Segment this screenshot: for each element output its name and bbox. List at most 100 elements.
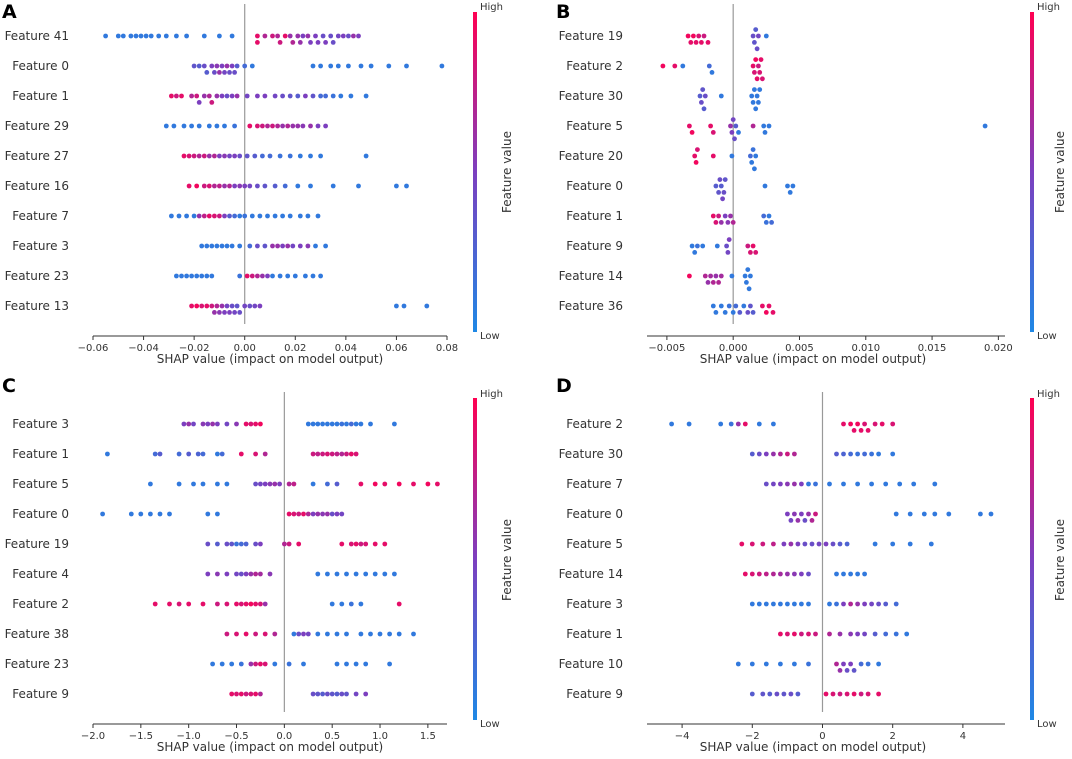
panel-d-point (749, 661, 755, 667)
panel-d-point (813, 481, 818, 487)
panel-b-point (750, 100, 756, 105)
panel-a-point (272, 213, 278, 219)
panel-a-point (297, 213, 303, 219)
panel-c-point (215, 421, 220, 427)
panel-c-point (301, 631, 306, 637)
panel-c-point (215, 601, 220, 607)
panel-c-point (315, 631, 321, 637)
panel-d-point (813, 631, 818, 637)
panel-d-colorbar: High Low Feature value (1030, 389, 1067, 730)
panel-b-x-tick-label: 0.015 (918, 343, 947, 354)
panel-d-point (827, 631, 832, 637)
panel-c-point (272, 481, 278, 487)
panel-d-plot: −4 −2 0 2 4 Feature 2 Feature 30 Feature 7 Featu… (559, 392, 1005, 742)
panel-b-point (660, 63, 666, 69)
panel-c-point (148, 481, 153, 487)
panel-c-point (243, 541, 249, 547)
panel-b-point (750, 33, 756, 39)
panel-b-point (724, 243, 729, 249)
panel-c-point (411, 631, 416, 637)
panel-c-point (248, 571, 254, 577)
panel-c-point (301, 661, 306, 667)
panel-d-x-axis-title: SHAP value (impact on model output) (700, 740, 927, 754)
panel-a-point (313, 33, 318, 39)
panel-a-point (199, 273, 205, 279)
panel-a-point (363, 93, 369, 99)
panel-a-point (330, 93, 336, 99)
panel-d-point (799, 511, 804, 517)
panel-c-point (243, 571, 249, 577)
panel-b-feature-label: Feature 36 (559, 299, 623, 313)
panel-a-point (320, 33, 326, 39)
panel-c-point (253, 571, 258, 577)
panel-a-point (222, 183, 227, 189)
panel-d-point (788, 691, 794, 697)
panel-b-point (716, 213, 721, 219)
panel-c-point (353, 451, 359, 457)
panel-d-point (869, 451, 874, 457)
panel-a-point (201, 153, 207, 159)
panel-d-point (841, 451, 846, 457)
panel-c-point (224, 481, 230, 487)
panel-d-feature-label: Feature 14 (559, 567, 623, 581)
panel-d-point (771, 421, 776, 427)
panel-d-point (823, 691, 829, 697)
panel-b-point (729, 153, 735, 159)
panel-d-point (778, 661, 783, 667)
panel-d-point (855, 481, 860, 487)
panel-d-point (827, 601, 832, 607)
panel-d-point (862, 601, 867, 607)
panel-a-point (214, 123, 220, 129)
panel-b-point (756, 100, 761, 105)
panel-c-point (382, 541, 388, 547)
panel-c-point (291, 511, 297, 517)
panel-b-point (706, 63, 712, 69)
panel-d-point (792, 601, 797, 607)
panel-c-point (320, 691, 325, 697)
panel-a-point (224, 93, 230, 99)
panel-c-point (253, 541, 258, 547)
panel-a-point (305, 243, 311, 249)
panel-b-point (750, 243, 756, 249)
panel-c-colorbar-gradient (473, 398, 477, 720)
panel-a-point (217, 183, 222, 189)
panel-a-point (305, 33, 311, 39)
panel-a-point (295, 33, 301, 39)
panel-d-feature-label: Feature 30 (559, 447, 623, 461)
panel-a-x-tick-label: 0.00 (234, 343, 256, 354)
panel-c-point (334, 631, 340, 637)
panel-d-point (890, 451, 896, 457)
panel-a-point (222, 123, 227, 129)
panel-a-point (209, 100, 215, 105)
panel-d-point (862, 451, 867, 457)
panel-d-point (865, 428, 871, 433)
panel-d-point (837, 631, 843, 637)
panel-d-point (841, 661, 846, 667)
panel-a-point (196, 213, 202, 219)
panel-b-colorbar: High Low Feature value (1030, 2, 1067, 342)
panel-d-point (756, 601, 762, 607)
panel-d-point (834, 661, 839, 667)
panel-c-point (348, 601, 354, 607)
panel-c-point (258, 541, 263, 547)
panel-c-point (377, 631, 383, 637)
panel-a-point (222, 310, 227, 315)
panel-c-feature-label: Feature 5 (12, 477, 69, 491)
panel-a-point (163, 33, 169, 39)
panel-b-point (692, 153, 698, 159)
panel-a-point (212, 213, 217, 219)
panel-b-point (680, 63, 686, 69)
panel-d-point (893, 631, 899, 637)
panel-b-point (749, 160, 755, 165)
panel-b-point (737, 310, 743, 315)
panel-d-point (806, 481, 811, 487)
panel-d-point (928, 541, 934, 547)
panel-b-colorbar-gradient (1030, 12, 1034, 332)
panel-b-point (710, 280, 716, 285)
panel-c-point (387, 661, 392, 667)
panel-d-point (763, 481, 769, 487)
panel-b-point (769, 220, 774, 225)
panel-d-x-tick-label: 4 (960, 731, 966, 742)
panel-a-point (209, 63, 215, 69)
panel-a-point (257, 303, 263, 309)
